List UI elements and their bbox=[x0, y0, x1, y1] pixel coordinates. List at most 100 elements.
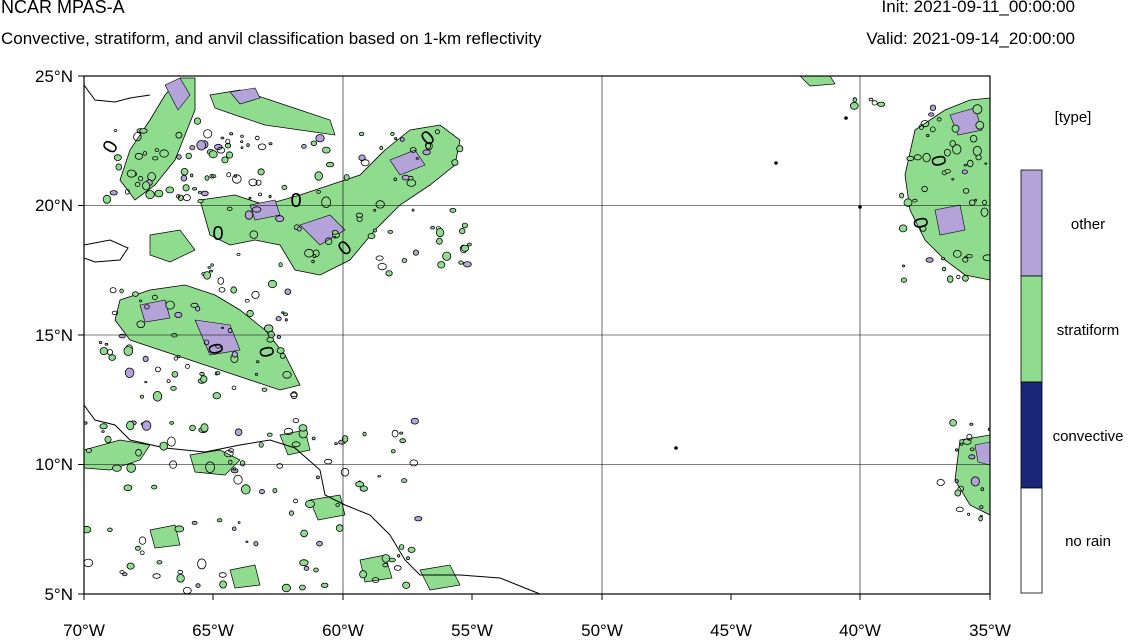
precip-cell bbox=[331, 229, 339, 235]
longitude-labels: 70°W 65°W 60°W 55°W 50°W 45°W 40°W 35°W bbox=[63, 621, 1011, 640]
precip-cell bbox=[151, 294, 158, 300]
precip-cell bbox=[340, 467, 350, 477]
precip-cell bbox=[177, 569, 184, 575]
precip-cell bbox=[301, 143, 307, 149]
contour-label: 0 bbox=[290, 190, 301, 212]
precip-cell bbox=[316, 540, 323, 547]
precip-cell bbox=[257, 143, 267, 151]
precip-cell bbox=[399, 431, 404, 435]
lat-tick-label: 20°N bbox=[35, 196, 73, 215]
precip-cell bbox=[377, 475, 382, 478]
precip-cell bbox=[195, 583, 201, 588]
precip-cell bbox=[281, 583, 291, 593]
precip-cell bbox=[193, 117, 202, 125]
precip-cell bbox=[174, 525, 185, 533]
precip-cell bbox=[422, 149, 431, 156]
precip-cell bbox=[249, 230, 259, 239]
precip-cell bbox=[159, 441, 168, 451]
precip-cell bbox=[154, 366, 161, 373]
precip-cell bbox=[101, 430, 105, 433]
precip-cell bbox=[275, 215, 285, 222]
precip-cell bbox=[171, 371, 179, 378]
precip-cell bbox=[254, 135, 260, 141]
precip-cell bbox=[255, 179, 262, 186]
precip-cell bbox=[341, 435, 349, 443]
precip-cell bbox=[292, 418, 300, 424]
precip-cell bbox=[284, 318, 288, 322]
legend: [type] other stratiform convective no ra… bbox=[1020, 109, 1124, 594]
precip-cell bbox=[974, 198, 977, 202]
precip-cell bbox=[134, 152, 144, 160]
precip-cell bbox=[203, 129, 213, 139]
precip-cell bbox=[268, 142, 273, 146]
precip-classification-field bbox=[84, 76, 990, 594]
legend-title: [type] bbox=[1055, 109, 1092, 126]
precip-cell bbox=[175, 131, 183, 139]
precip-cell bbox=[208, 150, 218, 159]
contour-label: 0 bbox=[212, 223, 223, 245]
precip-cell bbox=[107, 527, 113, 532]
precip-cell bbox=[435, 227, 445, 238]
precip-cell bbox=[170, 385, 177, 391]
precip-cell bbox=[966, 433, 973, 441]
legend-swatch-stratiform bbox=[1020, 275, 1043, 383]
precip-cell bbox=[968, 454, 976, 460]
precip-cell bbox=[119, 570, 125, 575]
precip-cell bbox=[102, 194, 112, 204]
precip-cell bbox=[373, 228, 377, 233]
precip-cell bbox=[290, 392, 298, 398]
precip-cell bbox=[963, 163, 968, 167]
precip-cell bbox=[191, 520, 198, 525]
precip-cell bbox=[233, 467, 237, 471]
precip-cell bbox=[113, 129, 118, 132]
precip-cell bbox=[267, 279, 277, 289]
legend-label-convective: convective bbox=[1053, 428, 1124, 445]
precip-cell bbox=[437, 261, 446, 269]
precip-cell bbox=[962, 274, 969, 282]
precip-cell bbox=[203, 339, 210, 346]
precip-cell bbox=[223, 450, 234, 458]
precip-cell bbox=[393, 565, 402, 571]
precip-cell bbox=[954, 479, 959, 483]
precip-cell bbox=[335, 503, 340, 507]
contour-label: 0 bbox=[254, 345, 278, 360]
precip-cell bbox=[138, 536, 147, 545]
precip-cell bbox=[984, 162, 988, 165]
precip-cell bbox=[936, 117, 942, 122]
precip-cell bbox=[278, 262, 283, 268]
precip-cell bbox=[396, 554, 401, 558]
precip-cell bbox=[276, 463, 284, 469]
precip-cell bbox=[142, 355, 149, 362]
precip-cell bbox=[283, 312, 289, 317]
precip-cell bbox=[119, 288, 124, 294]
precip-cell bbox=[919, 225, 927, 232]
precip-cell bbox=[166, 379, 171, 384]
precip-cell bbox=[209, 174, 214, 179]
precip-cell bbox=[949, 419, 957, 427]
precip-cell bbox=[225, 138, 231, 145]
precip-cell bbox=[142, 151, 148, 156]
precip-cell bbox=[259, 488, 265, 495]
precip-cell bbox=[355, 481, 365, 488]
precip-cell bbox=[359, 570, 368, 579]
precip-cell bbox=[189, 145, 196, 151]
precip-cell bbox=[165, 186, 175, 194]
precip-cell bbox=[952, 249, 962, 258]
scattered-cells bbox=[84, 97, 990, 594]
precip-cell bbox=[139, 128, 148, 134]
precip-cell bbox=[877, 101, 886, 107]
precip-cell bbox=[399, 438, 407, 444]
precip-cell bbox=[436, 237, 443, 245]
precip-cell bbox=[220, 326, 224, 329]
precip-cell bbox=[282, 370, 292, 379]
precip-cell bbox=[279, 352, 286, 359]
precip-cell bbox=[266, 432, 273, 437]
precip-cell bbox=[257, 192, 263, 197]
precip-cell bbox=[913, 154, 922, 161]
map-plot-area: 0 0 0 0 0 0 0 0 0 bbox=[83, 75, 991, 595]
precip-cell bbox=[248, 196, 252, 200]
legend-swatch-other bbox=[1020, 169, 1043, 277]
precip-cell bbox=[406, 556, 410, 561]
precip-cell bbox=[257, 168, 265, 176]
precip-cell bbox=[325, 161, 335, 168]
